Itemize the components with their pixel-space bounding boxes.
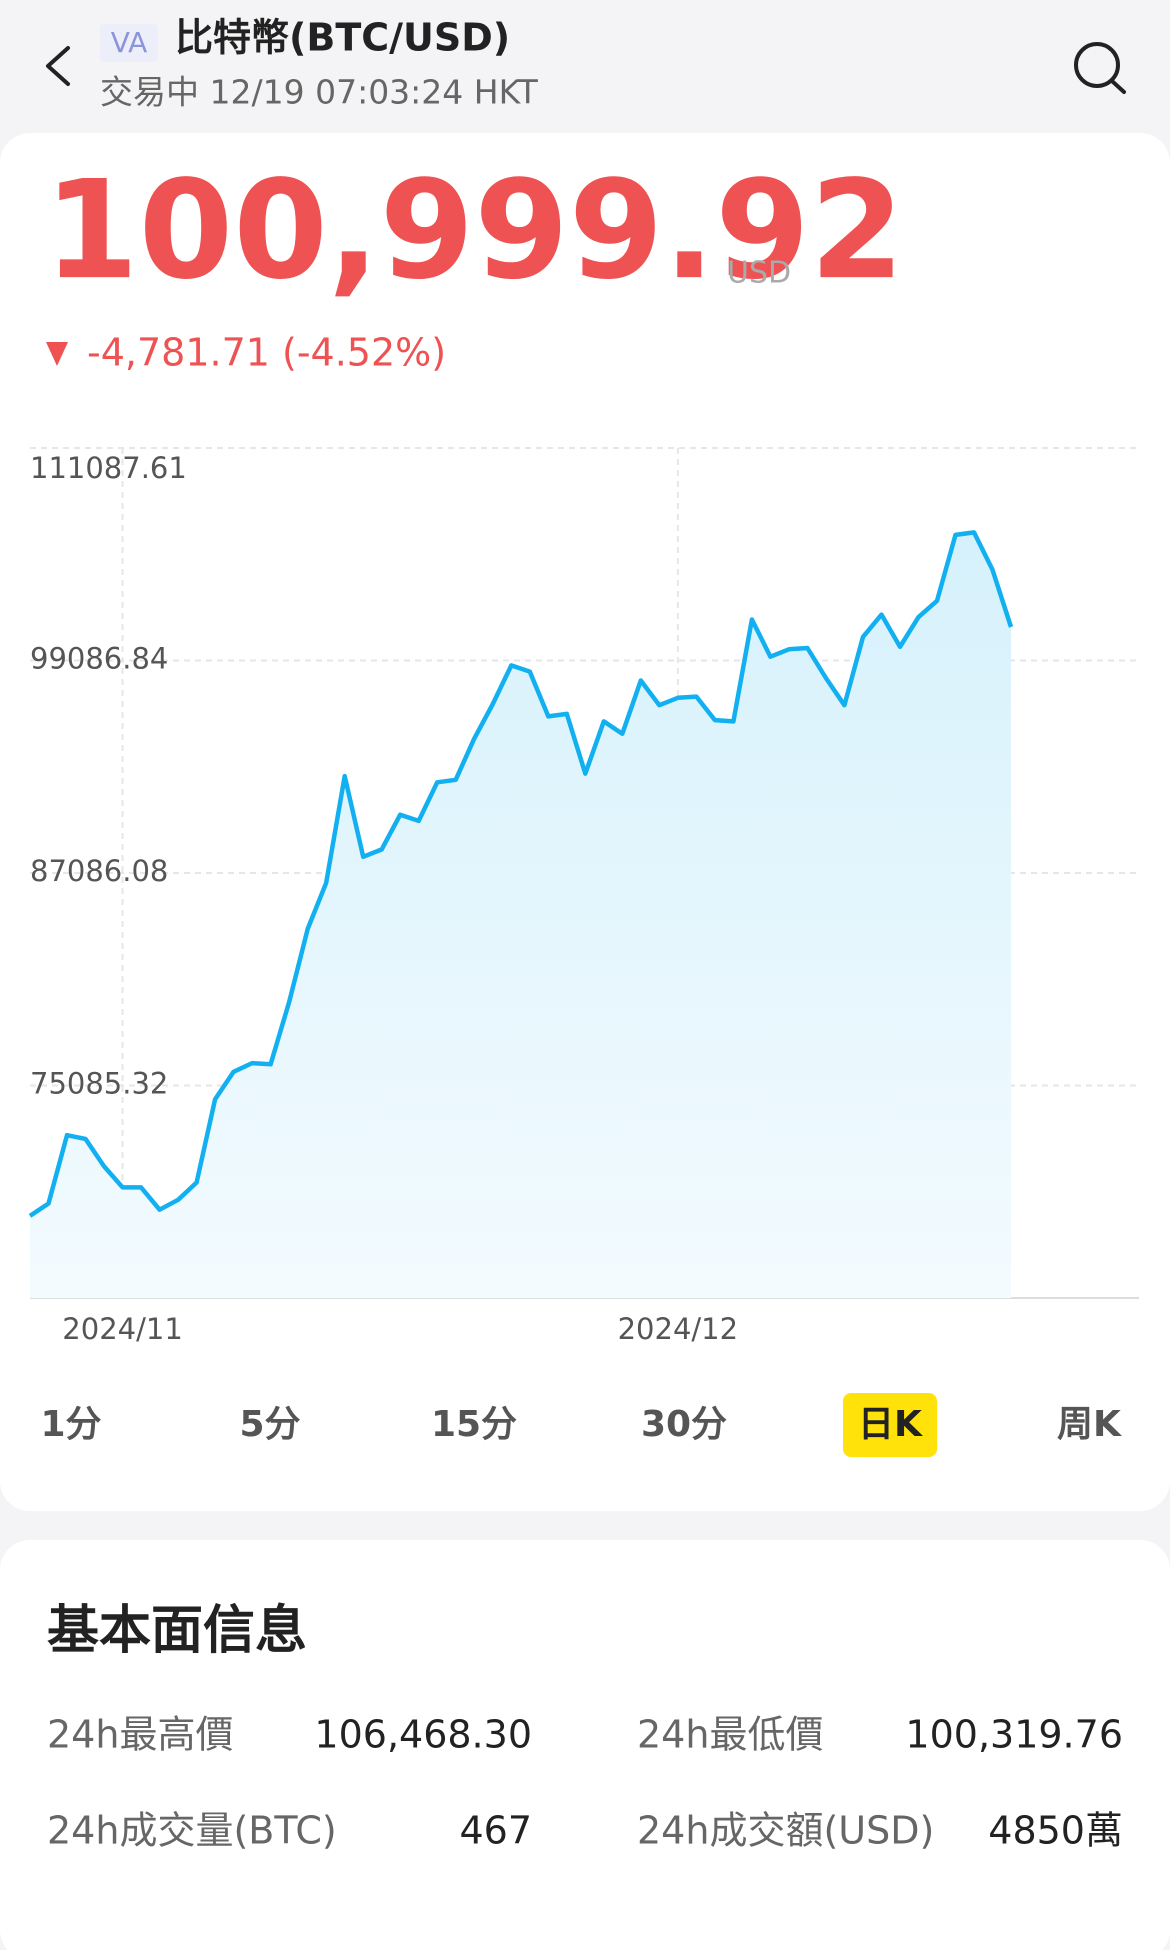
selected-tab-bg [843, 1393, 937, 1457]
badge: VA [111, 26, 148, 59]
y-tick-label: 99086.84 [30, 642, 168, 676]
interval-tab[interactable]: 周K [1057, 1404, 1122, 1445]
stat-value: 100,319.76 [905, 1713, 1123, 1757]
x-tick-label: 2024/11 [62, 1312, 182, 1346]
y-tick-label: 75085.32 [30, 1066, 168, 1100]
down-arrow [46, 342, 68, 366]
interval-tab[interactable]: 15分 [431, 1404, 517, 1445]
fundamentals-card [0, 1540, 1170, 1950]
interval-tab[interactable]: 5分 [239, 1404, 300, 1445]
stat-label: 24h最高價 [47, 1713, 233, 1757]
badge-bg [100, 24, 158, 62]
interval-tab[interactable]: 30分 [641, 1404, 727, 1445]
search-button[interactable] [1074, 42, 1126, 94]
currency: USD [727, 256, 791, 291]
title: 比特幣(BTC/USD) [175, 16, 510, 60]
y-tick-label: 87086.08 [30, 854, 168, 888]
stat-label: 24h最低價 [637, 1713, 823, 1757]
back-button[interactable] [46, 46, 70, 86]
stat-value: 4850萬 [988, 1809, 1123, 1853]
stat-label: 24h成交額(USD) [637, 1809, 934, 1853]
price: 100,999.92 [44, 152, 904, 310]
interval-tab[interactable]: 1分 [40, 1404, 101, 1445]
fundamentals-title: 基本面信息 [47, 1601, 307, 1661]
area [30, 532, 1012, 1298]
stat-label: 24h成交量(BTC) [47, 1809, 337, 1853]
status: 交易中 12/19 07:03:24 HKT [100, 73, 539, 112]
y-tick-label: 111087.61 [30, 451, 187, 485]
stat-value: 467 [459, 1809, 532, 1853]
x-tick-label: 2024/12 [618, 1312, 738, 1346]
price-line [28, 530, 1014, 1218]
change: -4,781.71 (-4.52%) [87, 331, 446, 375]
stat-value: 106,468.30 [314, 1713, 532, 1757]
selected-tab[interactable]: 日K [858, 1404, 923, 1445]
